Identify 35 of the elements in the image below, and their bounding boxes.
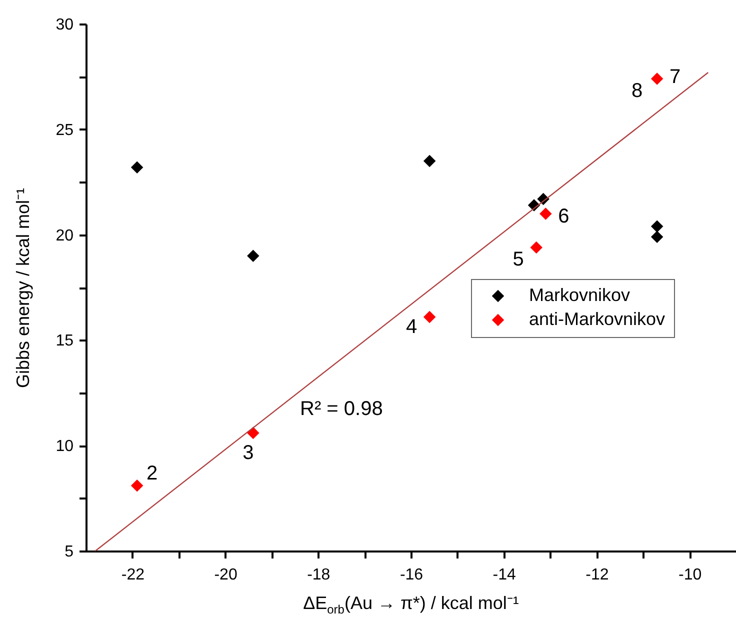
x-tick-label: -20 [214, 566, 238, 584]
legend-label: anti-Markovnikov [529, 309, 666, 329]
annotation: 7 [670, 66, 681, 88]
x-tick-label: -22 [121, 566, 145, 584]
point [530, 241, 542, 254]
point [130, 480, 144, 492]
point [130, 161, 144, 174]
y-tick-label: 30 [56, 16, 74, 34]
annotation: 3 [242, 442, 254, 464]
point [247, 250, 260, 262]
x-tick-label: -18 [307, 566, 330, 584]
point [540, 208, 552, 220]
annotation: 5 [512, 248, 524, 270]
y-tick-label: 10 [56, 438, 74, 456]
annotation: 6 [558, 206, 570, 228]
point [423, 310, 436, 324]
point [423, 154, 436, 168]
annotation: 2 [146, 462, 158, 485]
legend-label: Markovnikov [529, 285, 630, 305]
y-tick-label: 5 [64, 544, 74, 560]
point [650, 220, 664, 232]
x-tick-label: -10 [678, 566, 702, 584]
x-tick-label: -16 [400, 566, 424, 584]
y-tick-label: 15 [56, 332, 74, 350]
point [650, 72, 664, 85]
annotation: 8 [632, 80, 643, 102]
y-tick-label: 20 [56, 227, 74, 244]
x-tick-label: -14 [492, 566, 516, 584]
y-axis-title: Gibbs energy / kcal mol⁻¹ [12, 188, 34, 388]
x-axis-title: ΔE$_{orb}$(Au → π*) / kcal mol⁻¹ [302, 592, 520, 617]
annotation: R² = 0.98 [300, 398, 383, 420]
annotation: 4 [406, 316, 418, 338]
point [650, 230, 664, 244]
y-tick-label: 25 [56, 122, 74, 139]
x-tick-label: -12 [586, 566, 609, 584]
